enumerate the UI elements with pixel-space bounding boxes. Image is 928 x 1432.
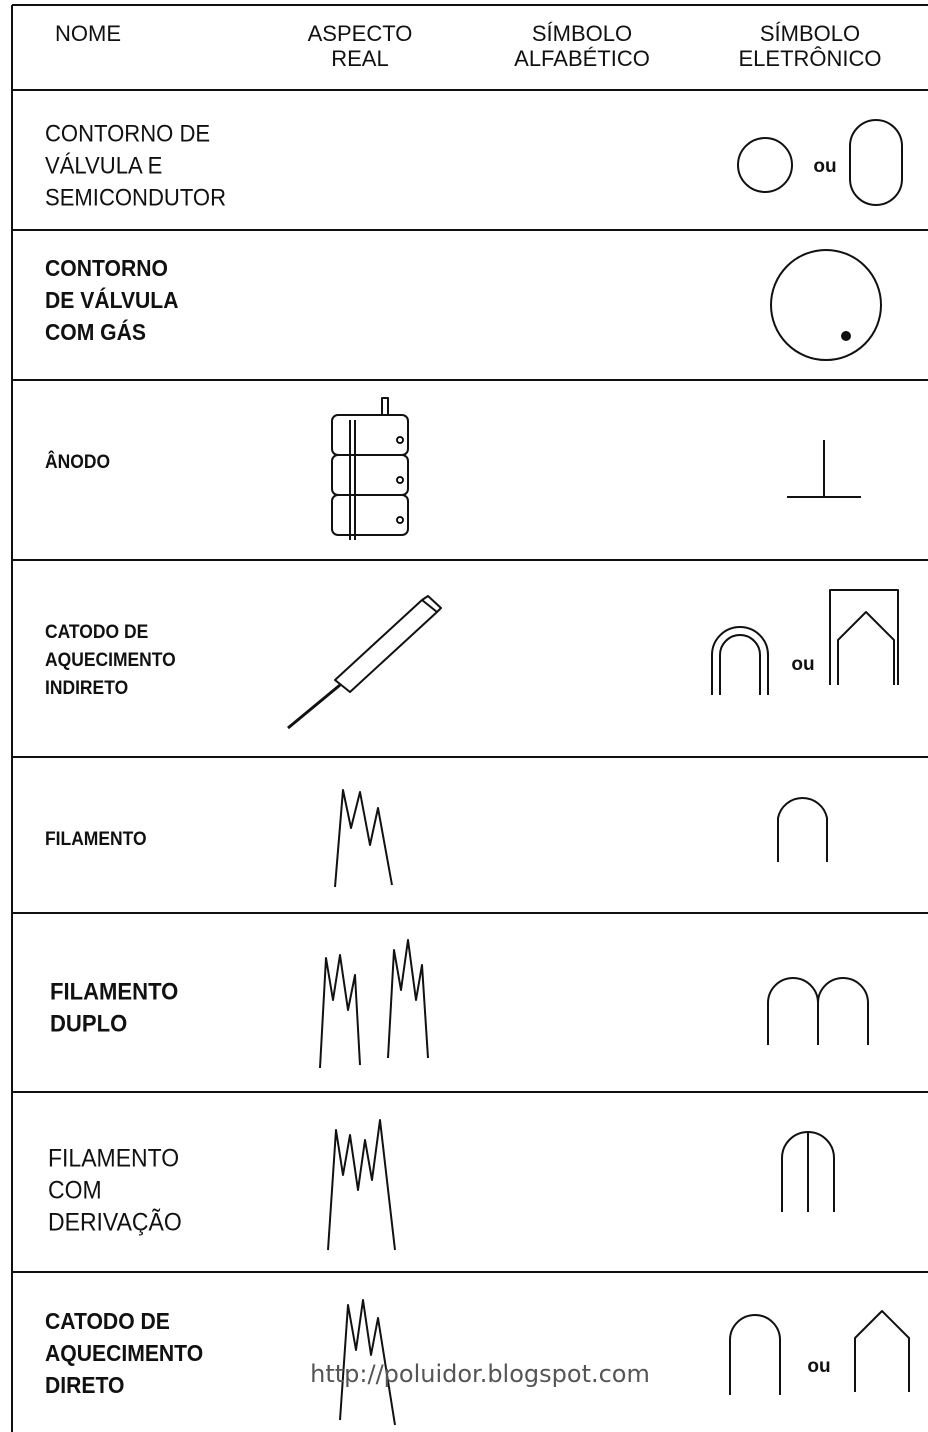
row-name: COM bbox=[48, 1177, 102, 1205]
drawings bbox=[287, 119, 910, 1426]
filament-symbol bbox=[777, 797, 828, 862]
filament-real bbox=[334, 789, 393, 888]
row-name: CONTORNO DE bbox=[45, 119, 210, 146]
tap-filament-real bbox=[327, 1119, 396, 1251]
direct-cathode-symbol-alt bbox=[854, 1310, 910, 1392]
cathode-real-part bbox=[334, 595, 442, 693]
row-name: SEMICONDUTOR bbox=[45, 183, 226, 210]
anode-real-part bbox=[331, 454, 409, 496]
gas-circle bbox=[770, 249, 882, 361]
row-name: ÂNODO bbox=[45, 450, 110, 472]
double-filament-symbol bbox=[767, 977, 869, 1045]
row-name: CATODO DE bbox=[45, 1308, 170, 1334]
table-lines bbox=[11, 4, 928, 1432]
cathode-real-part bbox=[287, 683, 341, 730]
row-name: INDIRETO bbox=[45, 676, 128, 698]
watermark: http://poluidor.blogspot.com bbox=[310, 1360, 650, 1388]
row-name: AQUECIMENTO bbox=[45, 1340, 203, 1366]
outline-circle bbox=[737, 137, 793, 193]
header-label: SÍMBOLO bbox=[532, 21, 632, 46]
header-label: SÍMBOLO bbox=[760, 21, 860, 46]
header-label: ASPECTO bbox=[308, 21, 413, 46]
anode-real-part bbox=[331, 414, 409, 456]
outline-oval bbox=[849, 119, 903, 206]
row-name: FILAMENTO bbox=[50, 977, 178, 1004]
anode-real-part bbox=[381, 397, 389, 415]
header-label: ALFABÉTICO bbox=[514, 46, 650, 71]
gas-dot bbox=[841, 331, 851, 341]
row-name: DE VÁLVULA bbox=[45, 287, 179, 313]
indirect-cathode-symbol-alt bbox=[829, 589, 899, 685]
anode-symbol bbox=[787, 440, 861, 498]
row-name: CATODO DE bbox=[45, 620, 148, 642]
row-name: AQUECIMENTO bbox=[45, 648, 176, 670]
tap-filament-symbol bbox=[781, 1131, 835, 1212]
anode-real bbox=[331, 397, 409, 540]
header-label: REAL bbox=[331, 46, 388, 71]
header-label: ELETRÔNICO bbox=[738, 46, 881, 71]
row-name: FILAMENTO bbox=[45, 827, 147, 849]
row-name: CONTORNO bbox=[45, 255, 168, 281]
row-name: DUPLO bbox=[50, 1009, 127, 1036]
anode-real-part bbox=[396, 516, 404, 524]
or-label: ou bbox=[791, 654, 814, 675]
row-name: DERIVAÇÃO bbox=[48, 1209, 182, 1237]
or-label: ou bbox=[807, 1356, 830, 1377]
indirect-cathode-symbol bbox=[711, 626, 769, 695]
anode-real-part bbox=[396, 436, 404, 444]
or-label: ou bbox=[813, 156, 836, 177]
direct-cathode-real bbox=[339, 1299, 396, 1426]
header-label: NOME bbox=[55, 21, 121, 46]
anode-real-part bbox=[331, 494, 409, 536]
row-name: DIRETO bbox=[45, 1372, 124, 1398]
row-name: COM GÁS bbox=[45, 319, 146, 345]
double-filament-real bbox=[319, 939, 429, 1069]
direct-cathode-symbol bbox=[729, 1314, 781, 1395]
row-name: VÁLVULA E bbox=[45, 151, 162, 178]
row-name: FILAMENTO bbox=[48, 1145, 179, 1173]
cathode-real bbox=[287, 595, 442, 730]
anode-real-part bbox=[396, 476, 404, 484]
